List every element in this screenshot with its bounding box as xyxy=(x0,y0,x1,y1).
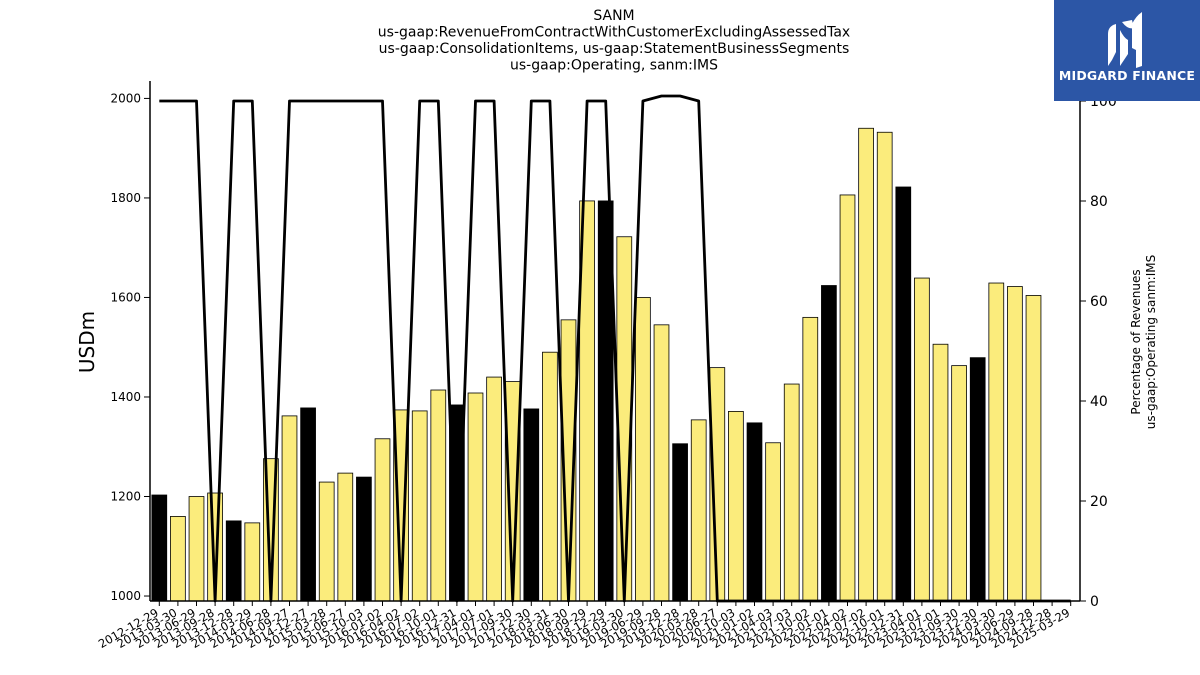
bar xyxy=(300,407,316,602)
y2-axis-label-line-2: us-gaap:Operating sanm:IMS xyxy=(1144,255,1158,429)
y2-axis-label-line-1: Percentage of Revenues xyxy=(1129,269,1143,414)
bar xyxy=(914,277,930,602)
bar xyxy=(690,419,707,602)
bar xyxy=(225,520,242,602)
y-tick-label: 1400 xyxy=(110,390,141,404)
y2-tick-label: 0 xyxy=(1090,594,1099,610)
chart-title: SANM us-gaap:RevenueFromContractWithCust… xyxy=(378,8,850,74)
bar xyxy=(281,415,298,602)
bar xyxy=(523,408,540,602)
y2-axis-label: Percentage of Revenues us-gaap:Operating… xyxy=(1129,255,1158,429)
chart-title-line-2: us-gaap:RevenueFromContractWithCustomerE… xyxy=(378,25,850,41)
bar xyxy=(988,282,1005,602)
bar xyxy=(951,365,967,602)
bar xyxy=(765,442,781,602)
bar xyxy=(839,194,856,602)
chart-title-line-1: SANM xyxy=(593,8,634,24)
bar xyxy=(821,285,837,602)
bar xyxy=(356,476,372,602)
y-axis-label: USDm xyxy=(75,311,99,373)
bar xyxy=(151,494,168,602)
bar xyxy=(932,343,949,602)
bar xyxy=(411,410,428,602)
bar xyxy=(969,357,986,602)
y2-tick-label: 20 xyxy=(1090,494,1108,510)
bar xyxy=(783,383,800,602)
bar xyxy=(430,389,447,602)
bar xyxy=(374,438,391,602)
bar xyxy=(486,376,502,602)
midgard-logo-icon xyxy=(1108,12,1142,68)
bar xyxy=(858,127,874,602)
bar xyxy=(467,392,484,602)
chart-title-line-3: us-gaap:ConsolidationItems, us-gaap:Stat… xyxy=(379,41,850,57)
y2-tick-label: 80 xyxy=(1090,194,1108,210)
y-tick-label: 1600 xyxy=(110,290,141,304)
y-tick-label: 1800 xyxy=(110,191,141,205)
brand-logo: MIDGARD FINANCE xyxy=(1054,0,1200,101)
bar xyxy=(1025,295,1042,602)
bar xyxy=(802,316,819,602)
bar xyxy=(1007,286,1023,602)
bar xyxy=(244,522,261,602)
bar xyxy=(895,186,912,602)
chart-title-line-4: us-gaap:Operating, sanm:IMS xyxy=(510,58,718,74)
y2-tick-label: 60 xyxy=(1090,294,1108,310)
bar xyxy=(188,496,205,602)
bar xyxy=(653,324,670,602)
y-tick-label: 1200 xyxy=(110,490,141,504)
bar xyxy=(170,516,186,602)
brand-logo-text: MIDGARD FINANCE xyxy=(1058,68,1196,83)
bar xyxy=(728,411,744,602)
y2-tick-label: 40 xyxy=(1090,394,1108,410)
bar xyxy=(876,131,893,602)
bar xyxy=(746,422,763,602)
bar xyxy=(542,351,558,602)
y-tick-label: 2000 xyxy=(110,91,141,105)
y-tick-label: 1000 xyxy=(110,589,141,603)
bar xyxy=(616,236,633,602)
bar xyxy=(337,472,354,602)
bar xyxy=(318,481,335,602)
bar xyxy=(672,443,688,602)
bar xyxy=(635,297,651,602)
